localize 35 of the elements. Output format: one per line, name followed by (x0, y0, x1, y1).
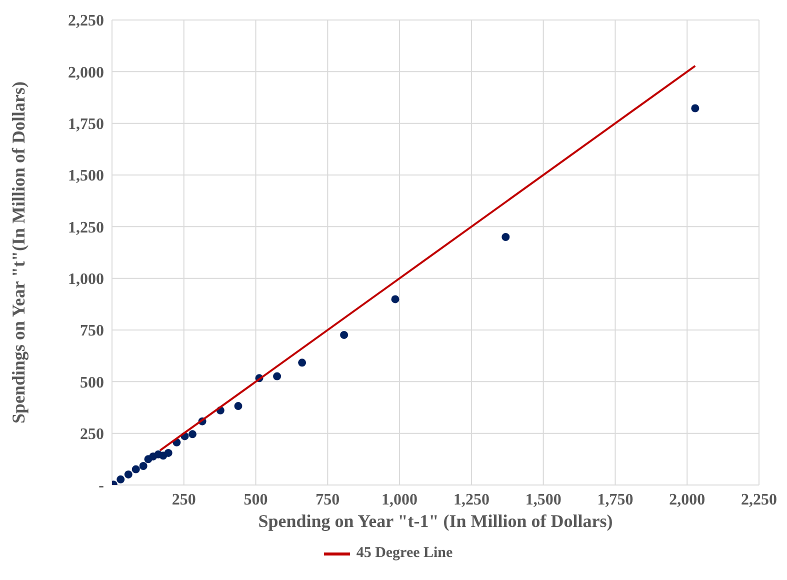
point (116, 475, 125, 484)
legend-label: 45 Degree Line (355, 545, 453, 562)
point (391, 295, 400, 304)
x-tick-label: 250 (172, 491, 196, 508)
point (164, 448, 172, 457)
y-tick-label: 1,750 (68, 116, 104, 134)
point (139, 462, 148, 470)
point (298, 358, 306, 367)
point (502, 233, 510, 241)
x-tick-label: 2,250 (741, 491, 777, 508)
y-tick-label: 2,000 (68, 64, 104, 82)
y-axis-title: Spendings on Year "t"(In Million of Dollars) (8, 81, 28, 424)
x-tick-label: 1,750 (597, 491, 634, 508)
y-tick-label: 2,250 (68, 12, 104, 30)
y-tick-label: 1,250 (68, 219, 104, 236)
x-tick-label: 2,000 (669, 491, 706, 508)
point (132, 465, 140, 474)
y-tick-label: 750 (80, 322, 104, 340)
y-tick-label: 500 (80, 374, 104, 392)
x-tick-label: 500 (244, 491, 268, 508)
x-axis-title: Spending on Year "t-1" (In Million of Dollars) (258, 511, 613, 531)
point (124, 470, 132, 478)
y-tick-label: 1,000 (68, 271, 104, 288)
y-tick-label: - (98, 478, 104, 495)
y-tick-label: 1,500 (68, 168, 104, 185)
point (691, 104, 700, 112)
y-tick-label: 250 (80, 426, 104, 444)
point (188, 430, 197, 438)
x-tick-label: 1,250 (453, 491, 490, 508)
x-tick-label: 750 (316, 491, 340, 508)
point (340, 330, 348, 339)
point (234, 402, 242, 410)
x-tick-label: 1,500 (525, 491, 562, 508)
point (273, 372, 282, 380)
x-tick-label: 1,000 (382, 491, 418, 508)
